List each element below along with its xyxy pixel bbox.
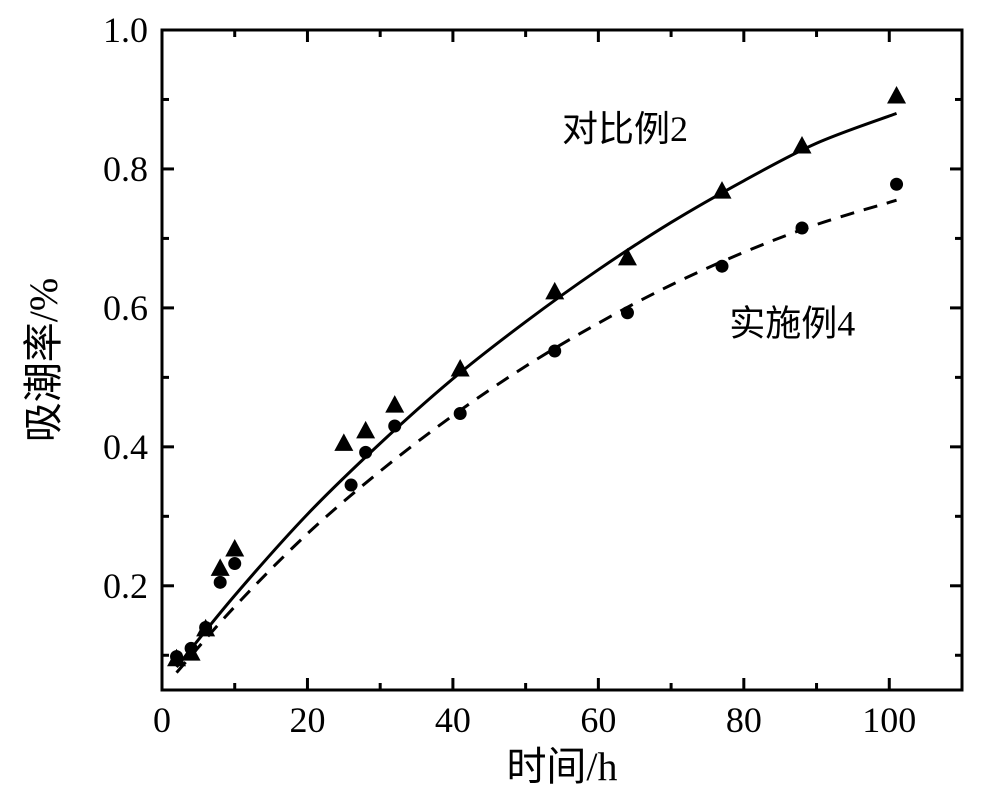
y-axis-label: 吸潮率/%: [21, 278, 66, 442]
y-tick-label: 0.8: [103, 149, 148, 189]
chart-container: 0 20 40 60 80 100 0.2 0.4 0.6 0.8 1.0 时间/h 吸潮率/% 对比例2…: [0, 0, 1000, 796]
x-tick-label: 80: [726, 700, 762, 740]
marker-circle: [548, 344, 561, 357]
x-tick-label: 20: [289, 700, 325, 740]
x-tick-label: 0: [153, 700, 171, 740]
chart-svg: 0 20 40 60 80 100 0.2 0.4 0.6 0.8 1.0 时间/h 吸潮率/% 对比例2…: [0, 0, 1000, 796]
marker-circle: [796, 222, 809, 235]
y-tick-label: 0.4: [103, 427, 148, 467]
marker-circle: [359, 446, 372, 459]
marker-circle: [345, 479, 358, 492]
series-label-comparative_example_2: 对比例2: [562, 109, 688, 149]
marker-circle: [890, 178, 903, 191]
marker-circle: [621, 306, 634, 319]
marker-circle: [214, 576, 227, 589]
series-label-example_4: 实施例4: [729, 304, 855, 344]
marker-circle: [228, 557, 241, 570]
marker-circle: [199, 621, 212, 634]
marker-circle: [716, 260, 729, 273]
y-tick-label: 0.6: [103, 288, 148, 328]
x-tick-label: 60: [580, 700, 616, 740]
y-tick-label: 0.2: [103, 566, 148, 606]
x-tick-label: 100: [862, 700, 916, 740]
marker-circle: [454, 407, 467, 420]
marker-circle: [185, 642, 198, 655]
marker-circle: [388, 420, 401, 433]
x-tick-label: 40: [435, 700, 471, 740]
x-axis-label: 时间/h: [506, 744, 617, 789]
y-tick-label: 1.0: [103, 10, 148, 50]
marker-circle: [170, 650, 183, 663]
